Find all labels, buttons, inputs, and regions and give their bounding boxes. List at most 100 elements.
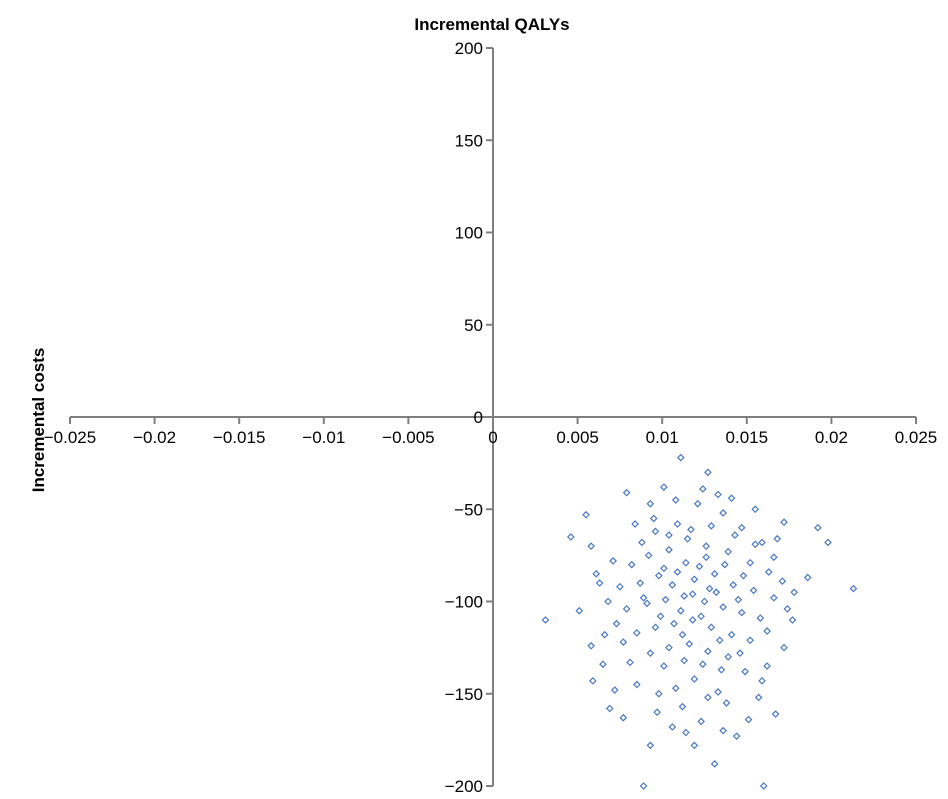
data-point — [665, 545, 673, 554]
data-point — [646, 499, 655, 508]
data-point — [622, 605, 631, 613]
data-point — [749, 586, 758, 595]
y-tick-label: 50 — [464, 316, 483, 335]
data-point — [690, 741, 699, 750]
data-point — [764, 568, 773, 576]
data-point — [759, 782, 768, 790]
data-point — [636, 579, 645, 587]
data-point — [649, 514, 658, 523]
data-point — [671, 496, 680, 504]
data-point — [704, 647, 712, 656]
data-point — [651, 623, 660, 632]
data-point — [720, 560, 729, 569]
data-point — [678, 702, 687, 711]
x-tick-label: −0.025 — [44, 428, 96, 447]
data-point — [727, 494, 736, 503]
y-tick-label: 150 — [455, 131, 483, 150]
data-point — [690, 675, 699, 683]
y-tick-label: −50 — [454, 500, 483, 519]
data-point — [646, 649, 655, 658]
tick-labels: −0.025 −0.02 −0.015 −0.01 −0.005 0 0.005 0.01 0.… — [44, 39, 938, 796]
data-point — [722, 699, 731, 707]
data-point — [780, 643, 788, 652]
data-point — [639, 593, 648, 602]
data-point — [737, 523, 746, 532]
data-point — [680, 592, 689, 600]
x-axis-title: Incremental QALYs — [414, 15, 569, 34]
data-point — [729, 581, 738, 589]
data-point — [668, 723, 677, 731]
data-point — [587, 641, 595, 650]
data-point — [605, 704, 614, 713]
data-point — [653, 708, 661, 717]
axes — [69, 47, 917, 787]
x-tick-label: 0.005 — [556, 428, 599, 447]
y-tick-label: 100 — [455, 224, 483, 243]
data-point — [671, 684, 680, 693]
data-point — [609, 557, 617, 565]
data-point — [632, 629, 641, 637]
data-point — [698, 660, 707, 669]
data-point — [660, 662, 668, 670]
data-point — [700, 597, 709, 606]
data-point — [734, 595, 743, 604]
data-point — [783, 605, 792, 613]
data-point — [622, 488, 631, 497]
y-tick-label: −200 — [445, 777, 483, 794]
data-point — [754, 693, 763, 702]
data-point — [719, 509, 727, 517]
data-point — [704, 693, 712, 702]
data-point — [746, 558, 755, 567]
data-point — [646, 741, 655, 750]
data-point — [600, 630, 609, 639]
data-point — [707, 522, 716, 530]
data-point — [566, 533, 575, 541]
data-point — [661, 595, 670, 604]
data-point — [670, 619, 678, 628]
data-point — [707, 623, 716, 632]
data-point — [731, 531, 739, 539]
data-point — [773, 534, 782, 543]
data-point — [654, 689, 663, 698]
data-point — [746, 636, 755, 645]
data-point — [698, 485, 707, 493]
data-point — [688, 590, 697, 598]
data-points — [541, 453, 858, 790]
data-point — [616, 582, 624, 591]
data-point — [676, 606, 685, 615]
data-point — [682, 558, 690, 567]
data-point — [673, 520, 682, 528]
data-point — [541, 616, 550, 624]
data-point — [682, 728, 690, 737]
data-point — [724, 653, 733, 661]
data-point — [639, 782, 648, 790]
data-point — [704, 468, 712, 477]
data-point — [687, 525, 695, 534]
data-point — [619, 638, 628, 646]
data-point — [751, 505, 760, 514]
data-point — [638, 538, 646, 547]
data-point — [631, 520, 639, 528]
data-point — [771, 710, 780, 718]
data-point — [644, 551, 653, 560]
data-point — [763, 662, 771, 670]
data-point — [582, 510, 590, 519]
x-tick-label: 0.01 — [646, 428, 679, 447]
x-tick-label: −0.015 — [213, 428, 265, 447]
y-axis-title: Incremental costs — [29, 348, 48, 493]
data-point — [627, 560, 636, 569]
x-tick-label: −0.02 — [133, 428, 176, 447]
data-point — [587, 542, 595, 550]
data-point — [824, 538, 832, 547]
data-point — [693, 499, 702, 508]
data-point — [626, 658, 634, 667]
data-point — [714, 490, 722, 499]
x-tick-label: 0.02 — [815, 428, 848, 447]
data-point — [770, 553, 778, 562]
data-point — [595, 579, 604, 587]
data-point — [697, 612, 705, 621]
data-point — [599, 660, 607, 669]
data-point — [678, 630, 687, 639]
data-point — [736, 649, 744, 658]
